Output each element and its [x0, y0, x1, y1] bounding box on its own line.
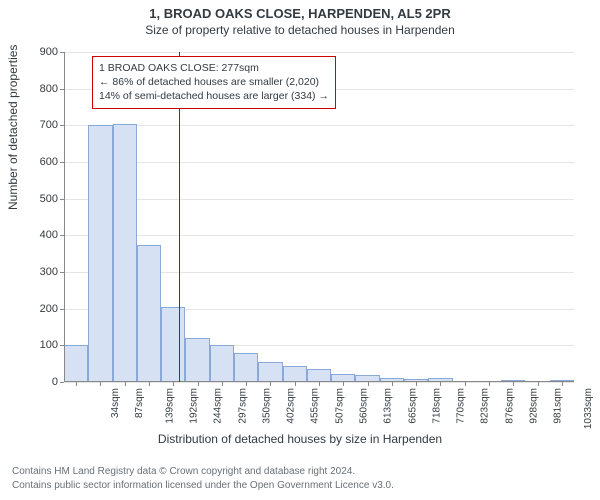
y-tick-label: 800 — [40, 83, 58, 95]
x-tick-label: 455sqm — [310, 388, 321, 424]
x-tick-mark — [562, 382, 563, 386]
histogram-bar — [161, 307, 185, 382]
chart-area: 010020030040050060070080090034sqm87sqm13… — [64, 52, 574, 382]
x-tick-mark — [465, 382, 466, 386]
x-tick-label: 1033sqm — [583, 388, 594, 429]
x-tick-mark — [149, 382, 150, 386]
x-tick-mark — [76, 382, 77, 386]
histogram-bar — [210, 345, 234, 382]
x-tick-mark — [319, 382, 320, 386]
histogram-bar — [113, 124, 137, 383]
y-tick-label: 600 — [40, 156, 58, 168]
x-tick-mark — [246, 382, 247, 386]
x-tick-label: 928sqm — [529, 388, 540, 424]
x-tick-label: 665sqm — [407, 388, 418, 424]
plot-area: 010020030040050060070080090034sqm87sqm13… — [64, 52, 574, 382]
y-axis — [64, 52, 65, 382]
x-tick-mark — [392, 382, 393, 386]
annotation-line-0: 1 BROAD OAKS CLOSE: 277sqm — [99, 61, 329, 75]
x-tick-label: 244sqm — [213, 388, 224, 424]
x-axis-label: Distribution of detached houses by size … — [0, 432, 600, 446]
x-tick-label: 34sqm — [110, 388, 121, 418]
histogram-bar — [258, 362, 282, 382]
gridline — [64, 125, 574, 126]
x-tick-mark — [538, 382, 539, 386]
x-tick-mark — [368, 382, 369, 386]
annotation-line-1: ← 86% of detached houses are smaller (2,… — [99, 75, 329, 89]
y-tick-label: 100 — [40, 339, 58, 351]
x-tick-mark — [513, 382, 514, 386]
histogram-bar — [185, 338, 209, 382]
histogram-bar — [137, 245, 161, 383]
histogram-bar — [234, 353, 258, 382]
x-tick-label: 718sqm — [431, 388, 442, 424]
y-tick-label: 900 — [40, 46, 58, 58]
x-tick-mark — [416, 382, 417, 386]
x-tick-label: 770sqm — [456, 388, 467, 424]
x-tick-mark — [489, 382, 490, 386]
footer-line-2: Contains public sector information licen… — [12, 479, 588, 493]
histogram-bar — [88, 125, 112, 382]
x-tick-mark — [343, 382, 344, 386]
x-tick-mark — [125, 382, 126, 386]
y-tick-label: 0 — [52, 376, 58, 388]
annotation-line-2: 14% of semi-detached houses are larger (… — [99, 89, 329, 103]
x-tick-mark — [270, 382, 271, 386]
histogram-bar — [64, 345, 88, 382]
x-tick-label: 139sqm — [164, 388, 175, 424]
gridline — [64, 162, 574, 163]
x-tick-label: 350sqm — [261, 388, 272, 424]
x-tick-mark — [295, 382, 296, 386]
y-tick-label: 400 — [40, 229, 58, 241]
histogram-bar — [283, 366, 307, 383]
y-tick-label: 700 — [40, 119, 58, 131]
x-tick-mark — [100, 382, 101, 386]
gridline — [64, 235, 574, 236]
x-tick-mark — [440, 382, 441, 386]
x-axis — [64, 381, 574, 382]
y-tick-label: 500 — [40, 193, 58, 205]
x-tick-label: 402sqm — [286, 388, 297, 424]
x-tick-mark — [173, 382, 174, 386]
x-tick-label: 87sqm — [134, 388, 145, 418]
x-tick-mark — [222, 382, 223, 386]
x-tick-mark — [198, 382, 199, 386]
y-axis-label: Number of detached properties — [6, 45, 20, 210]
x-tick-label: 560sqm — [359, 388, 370, 424]
x-tick-label: 823sqm — [480, 388, 491, 424]
footer-line-1: Contains HM Land Registry data © Crown c… — [12, 465, 588, 479]
chart-subtitle: Size of property relative to detached ho… — [0, 21, 600, 37]
x-tick-label: 876sqm — [504, 388, 515, 424]
gridline — [64, 52, 574, 53]
annotation-box: 1 BROAD OAKS CLOSE: 277sqm← 86% of detac… — [92, 56, 336, 109]
footer-attribution: Contains HM Land Registry data © Crown c… — [12, 465, 588, 492]
x-tick-label: 297sqm — [237, 388, 248, 424]
x-tick-label: 981sqm — [553, 388, 564, 424]
x-tick-label: 192sqm — [189, 388, 200, 424]
x-tick-label: 507sqm — [334, 388, 345, 424]
y-tick-label: 300 — [40, 266, 58, 278]
gridline — [64, 199, 574, 200]
x-tick-label: 613sqm — [383, 388, 394, 424]
y-tick-mark — [60, 382, 64, 383]
y-tick-label: 200 — [40, 303, 58, 315]
chart-title: 1, BROAD OAKS CLOSE, HARPENDEN, AL5 2PR — [0, 0, 600, 21]
